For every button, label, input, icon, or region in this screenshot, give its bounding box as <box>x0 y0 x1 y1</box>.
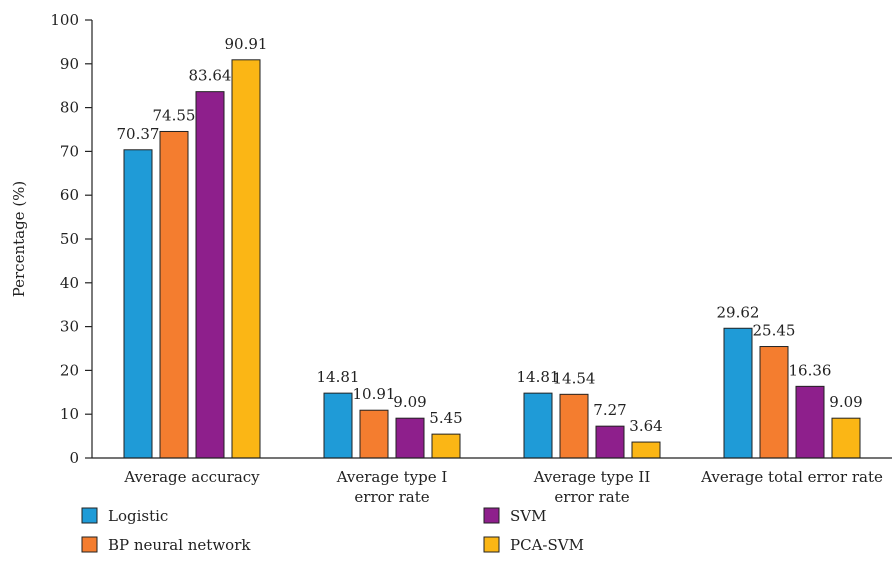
bar-bp-neural-network-1 <box>359 409 389 459</box>
data-label: 74.55 <box>153 106 196 124</box>
x-category-label: Average total error rate <box>700 468 883 486</box>
y-tick-label: 20 <box>60 361 79 379</box>
data-label: 16.36 <box>789 361 832 379</box>
data-label: 3.64 <box>629 417 662 435</box>
data-label: 9.09 <box>829 393 862 411</box>
data-label: 5.45 <box>429 409 462 427</box>
y-tick-label: 90 <box>60 55 79 73</box>
legend-swatch-svm <box>483 507 500 524</box>
bars <box>123 59 861 459</box>
legend-label-pca-svm: PCA-SVM <box>510 536 584 554</box>
bar-bp-neural-network-2 <box>559 393 589 459</box>
bar-logistic-1 <box>323 392 353 459</box>
x-category-label: Average accuracy <box>123 468 260 486</box>
y-tick-label: 30 <box>60 318 79 336</box>
x-category-label-line: Average type I <box>336 468 448 486</box>
bar-pca-svm-2 <box>631 441 661 459</box>
bar-svm-3 <box>795 385 825 459</box>
bar-bp-neural-network-3 <box>759 346 789 459</box>
data-label: 9.09 <box>393 393 426 411</box>
x-category-label-line: Average type II <box>533 468 651 486</box>
bar-pca-svm-0 <box>231 59 261 459</box>
y-tick-label: 50 <box>60 230 79 248</box>
legend-label-bp-neural-network: BP neural network <box>108 536 251 554</box>
bar-bp-neural-network-0 <box>159 130 189 459</box>
data-label: 29.62 <box>717 303 760 321</box>
data-label: 83.64 <box>189 67 232 85</box>
x-category-label-line: Average total error rate <box>700 468 883 486</box>
y-tick-label: 100 <box>50 11 79 29</box>
bar-logistic-0 <box>123 149 153 459</box>
bar-pca-svm-3 <box>831 417 861 459</box>
data-label: 14.81 <box>317 368 360 386</box>
bar-logistic-2 <box>523 392 553 459</box>
x-axis: Average accuracy Average type I error rate… <box>92 457 892 506</box>
y-tick-label: 10 <box>60 405 79 423</box>
data-labels: 70.3774.5583.6490.9114.8110.919.095.4514… <box>117 35 863 435</box>
y-tick-label: 60 <box>60 186 79 204</box>
y-tick-label: 80 <box>60 99 79 117</box>
x-category-label-line: error rate <box>554 488 629 506</box>
data-label: 10.91 <box>353 385 396 403</box>
bar-logistic-3 <box>723 327 753 459</box>
bar-svm-1 <box>395 417 425 459</box>
bar-pca-svm-1 <box>431 433 461 459</box>
x-category-label-line: Average accuracy <box>123 468 260 486</box>
x-category-label: Average type II error rate <box>533 468 651 506</box>
data-label: 25.45 <box>753 322 796 340</box>
legend-label-logistic: Logistic <box>108 507 168 525</box>
legend: Logistic BP neural network SVM PCA-SVM <box>81 507 584 554</box>
bar-svm-2 <box>595 425 625 459</box>
data-label: 14.81 <box>517 368 560 386</box>
y-tick-label: 0 <box>69 449 79 467</box>
data-label: 90.91 <box>225 35 268 53</box>
x-category-label-line: error rate <box>354 488 429 506</box>
legend-swatch-bp-neural-network <box>81 536 98 553</box>
x-category-label: Average type I error rate <box>336 468 448 506</box>
y-tick-label: 40 <box>60 274 79 292</box>
data-label: 14.54 <box>553 369 596 387</box>
y-tick-label: 70 <box>60 142 79 160</box>
legend-label-svm: SVM <box>510 507 546 525</box>
legend-swatch-pca-svm <box>483 536 500 553</box>
y-axis: 0 10 20 30 40 50 60 70 80 90 100 Percentage (%) <box>10 11 93 467</box>
data-label: 7.27 <box>593 401 626 419</box>
data-label: 70.37 <box>117 125 160 143</box>
bar-svm-0 <box>195 91 225 459</box>
legend-swatch-logistic <box>81 507 98 524</box>
y-axis-title: Percentage (%) <box>10 181 28 298</box>
